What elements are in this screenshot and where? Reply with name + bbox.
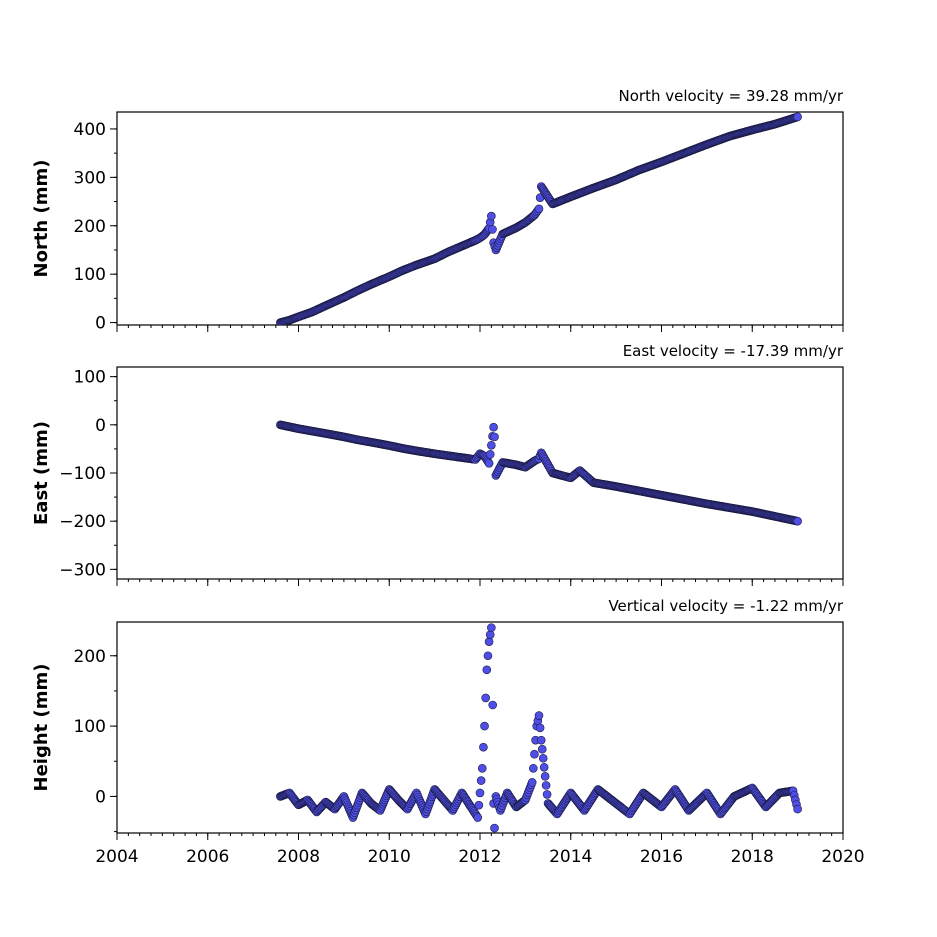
height-data-point (473, 813, 483, 822)
height-data-point (534, 711, 544, 720)
north-plot-frame (116, 111, 844, 326)
height-x-tick-label: 2016 (640, 847, 683, 867)
height-data-point (487, 623, 496, 632)
height-x-tick-label: 2006 (186, 847, 229, 867)
height-data-point (535, 723, 545, 733)
east-panel: −300 −200 −100 0 100 East (mm) East velocity =… (31, 342, 844, 586)
east-data-point (793, 516, 802, 526)
north-y-tick-label: 400 (74, 120, 106, 140)
north-data-point (488, 225, 497, 234)
height-x-tick-label: 2020 (821, 847, 864, 867)
height-data-point (476, 776, 486, 785)
north-data-point (487, 211, 496, 221)
north-data-point (534, 204, 544, 214)
height-data-point (479, 742, 488, 752)
height-data-point (793, 804, 802, 814)
height-x-tick-label: 2012 (458, 847, 501, 867)
height-y-tick-label: 0 (95, 787, 106, 807)
east-y-tick-label: −200 (59, 512, 106, 532)
north-points (276, 112, 802, 325)
height-data-point (474, 800, 484, 810)
height-panel: 2004 2006 2008 2010 2012 2014 2016 2018 2020 0 100… (31, 597, 865, 867)
east-points (276, 420, 802, 526)
height-data-point (483, 651, 493, 661)
height-data-point (481, 693, 490, 703)
north-panel: 0 100 200 300 400 North (mm) North velocity = … (31, 87, 844, 334)
height-data-point (480, 721, 489, 731)
height-data-point (477, 763, 487, 773)
height-x-tick-label: 2004 (95, 847, 138, 867)
height-data-point (484, 637, 494, 646)
east-velocity-title: East velocity = -17.39 mm/yr (623, 342, 844, 360)
height-data-point (542, 790, 552, 799)
height-x-tick-label: 2008 (277, 847, 320, 867)
east-plot-frame (116, 366, 844, 580)
north-y-tick-label: 0 (95, 314, 106, 334)
height-data-point (490, 823, 499, 833)
height-data-point (536, 735, 546, 745)
height-data-point (540, 772, 550, 781)
east-data-point (485, 450, 495, 459)
east-y-tick-label: 0 (95, 416, 106, 436)
height-data-point (537, 744, 547, 754)
east-y-tick-label: 100 (74, 368, 106, 388)
height-y-tick-label: 100 (74, 717, 106, 737)
north-velocity-title: North velocity = 39.28 mm/yr (619, 87, 844, 105)
east-data-point (489, 422, 498, 432)
height-x-tick-label: 2010 (368, 847, 411, 867)
north-y-tick-label: 200 (74, 217, 106, 237)
height-x-tick-label: 2014 (549, 847, 592, 867)
north-y-axis-label: North (mm) (31, 160, 52, 278)
height-x-tick-label: 2018 (731, 847, 774, 867)
east-y-tick-label: −300 (59, 560, 106, 580)
north-data-point (793, 112, 802, 122)
east-data-point (484, 459, 494, 468)
east-data-point (490, 432, 499, 442)
height-velocity-title: Vertical velocity = -1.22 mm/yr (608, 597, 843, 615)
height-data-point (527, 778, 537, 787)
north-y-tick-label: 300 (74, 168, 106, 188)
height-data-point (482, 665, 492, 675)
height-data-point (488, 700, 498, 710)
height-data-point (530, 749, 539, 759)
height-data-point (541, 781, 551, 790)
east-data-point (487, 440, 496, 450)
height-data-point (539, 762, 549, 772)
height-y-axis-label: Height (mm) (31, 664, 52, 792)
height-y-tick-label: 200 (74, 647, 106, 667)
height-data-point (475, 788, 485, 798)
height-data-point (529, 763, 538, 773)
height-points (276, 623, 802, 833)
east-y-tick-label: −100 (59, 464, 106, 484)
height-data-point (485, 630, 495, 639)
east-y-axis-label: East (mm) (31, 421, 52, 525)
north-y-tick-label: 100 (74, 265, 106, 285)
height-data-point (538, 753, 548, 763)
